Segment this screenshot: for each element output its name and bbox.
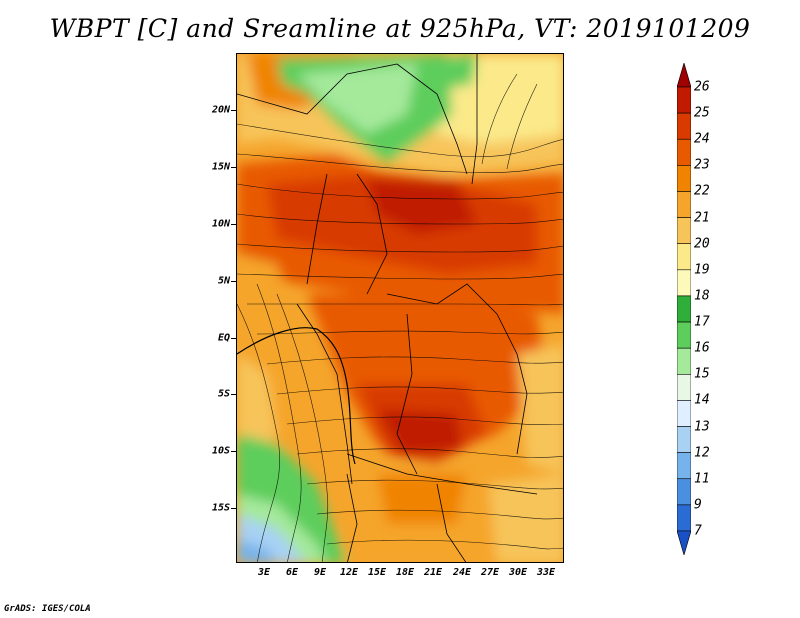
lat-tick	[231, 338, 236, 339]
lat-label-10n: 10N	[211, 218, 230, 230]
lon-label-21e: 21E	[423, 567, 443, 578]
colorbar-segment	[677, 373, 691, 401]
colorbar-segment	[677, 321, 691, 349]
coastline	[237, 327, 356, 465]
colorbar-label: 14	[694, 392, 710, 408]
colorbar-segment	[677, 217, 691, 245]
colorbar-label: 22	[694, 183, 710, 199]
colorbar-label: 19	[694, 262, 710, 278]
country-borders	[237, 54, 538, 562]
colorbar-label: 15	[694, 366, 710, 382]
lat-tick	[231, 281, 236, 282]
lat-tick	[231, 110, 236, 111]
colorbar-segment	[677, 191, 691, 218]
lon-label-24e: 24E	[452, 567, 472, 578]
lat-tick	[231, 508, 236, 509]
colorbar	[677, 63, 691, 555]
colorbar-bottom-arrow	[677, 530, 691, 555]
lon-label-18e: 18E	[395, 567, 415, 578]
lat-label-15s: 15S	[211, 502, 230, 514]
lat-tick	[231, 224, 236, 225]
colorbar-label: 21	[694, 210, 710, 226]
lat-tick	[231, 394, 236, 395]
wbpt-field	[237, 54, 563, 562]
colorbar-label: 17	[694, 314, 710, 330]
colorbar-segment	[677, 165, 691, 192]
lon-label-12e: 12E	[339, 567, 359, 578]
lon-label-15e: 15E	[367, 567, 387, 578]
colorbar-label: 16	[694, 340, 710, 356]
colorbar-label: 25	[694, 105, 710, 121]
lon-label-27e: 27E	[480, 567, 500, 578]
lat-tick	[231, 167, 236, 168]
colorbar-segment	[677, 138, 691, 166]
colorbar-top-arrow	[677, 63, 691, 88]
lon-label-9e: 9E	[313, 567, 327, 578]
lat-label-10s: 10S	[211, 445, 230, 457]
colorbar-segment	[677, 295, 691, 323]
lat-label-eq: EQ	[217, 332, 230, 344]
lon-label-30e: 30E	[508, 567, 528, 578]
lat-label-5n: 5N	[217, 275, 230, 287]
colorbar-segment	[677, 452, 691, 480]
colorbar-segment	[677, 426, 691, 453]
colorbar-segment	[677, 478, 691, 506]
lon-label-6e: 6E	[285, 567, 299, 578]
lat-label-5s: 5S	[217, 388, 230, 400]
lon-label-33e: 33E	[536, 567, 556, 578]
lat-label-20n: 20N	[211, 104, 230, 116]
lat-label-15n: 15N	[211, 161, 230, 173]
colorbar-segment	[677, 112, 691, 140]
map-panel	[236, 53, 564, 563]
streamlines	[237, 73, 563, 562]
colorbar-label: 20	[694, 236, 710, 252]
colorbar-label: 26	[694, 79, 710, 95]
colorbar-label: 12	[694, 445, 710, 461]
grads-credit: GrADS: IGES/COLA	[4, 604, 91, 614]
colorbar-label: 23	[694, 157, 710, 173]
lon-label-3e: 3E	[257, 567, 271, 578]
colorbar-segment	[677, 86, 691, 114]
colorbar-label: 7	[694, 523, 702, 539]
map-title: WBPT [C] and Sreamline at 925hPa, VT: 20…	[49, 14, 751, 43]
colorbar-label: 13	[694, 419, 710, 435]
colorbar-label: 18	[694, 288, 710, 304]
colorbar-label: 9	[694, 497, 702, 513]
lat-tick	[231, 451, 236, 452]
colorbar-label: 11	[694, 471, 710, 487]
colorbar-segment	[677, 347, 691, 375]
colorbar-label: 24	[694, 131, 710, 147]
colorbar-segment	[677, 243, 691, 271]
colorbar-segment	[677, 269, 691, 297]
colorbar-segment	[677, 400, 691, 427]
colorbar-segment	[677, 504, 691, 532]
